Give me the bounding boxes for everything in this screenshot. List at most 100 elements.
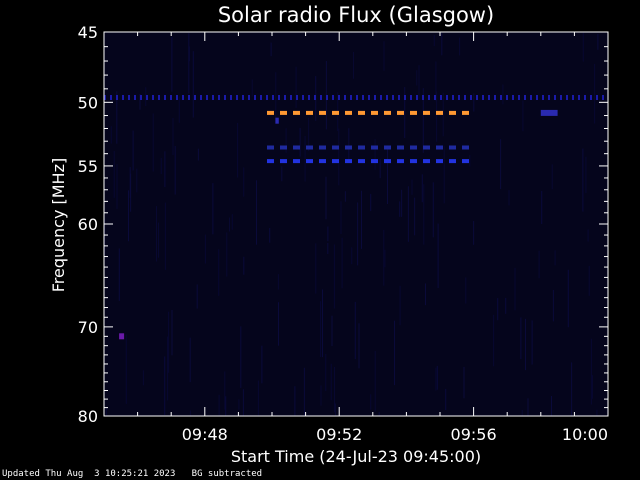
y-tick-label: 45 <box>78 23 98 42</box>
noise-streak <box>204 234 206 264</box>
noise-streak <box>441 33 443 56</box>
noise-streak <box>399 201 401 217</box>
feature-dash <box>293 145 300 150</box>
band-segment <box>380 95 382 100</box>
noise-streak <box>251 79 253 97</box>
noise-streak <box>379 158 381 179</box>
noise-streak <box>502 84 504 105</box>
noise-streak <box>588 265 590 296</box>
band-segment <box>332 95 334 100</box>
feature-dash <box>319 145 326 150</box>
band-segment <box>494 95 496 100</box>
noise-streak <box>445 388 447 410</box>
feature-dash <box>358 110 365 115</box>
tick-marks <box>104 31 609 417</box>
feature-dash <box>384 110 391 115</box>
noise-streak <box>105 407 107 416</box>
band-segment <box>374 95 376 100</box>
noise-streak <box>357 202 359 266</box>
band-segment <box>164 95 166 100</box>
feature-dash <box>397 145 404 150</box>
band-segment <box>512 95 514 100</box>
noise-streak <box>256 180 257 245</box>
feature-dash <box>332 159 339 164</box>
band-segment <box>104 95 106 100</box>
feature-dash <box>358 145 365 150</box>
noise-streak <box>167 336 169 401</box>
band-segment <box>386 95 388 100</box>
band-segment <box>224 95 226 100</box>
feature-dash <box>267 159 274 164</box>
band-segment <box>284 95 286 100</box>
band-segment <box>566 95 568 100</box>
band-segment <box>524 95 526 100</box>
noise-streak <box>164 202 166 270</box>
noise-streak <box>587 229 589 242</box>
noise-streak <box>520 317 522 359</box>
feature-dash <box>423 145 430 150</box>
noise-streak <box>551 396 552 416</box>
noise-streak <box>303 367 305 416</box>
noise-streak <box>238 399 240 410</box>
noise-streak <box>156 206 157 262</box>
band-segment <box>140 95 142 100</box>
noise-streak <box>435 61 437 102</box>
band-segment <box>146 95 148 100</box>
noise-streak <box>421 174 423 203</box>
band-segment <box>410 95 412 100</box>
noise-streak <box>354 301 356 360</box>
noise-streak <box>237 122 239 178</box>
noise-streak <box>224 371 226 410</box>
feature-dash <box>280 110 287 115</box>
noise-streak <box>442 92 444 137</box>
noise-streak <box>505 297 507 314</box>
noise-streak <box>197 148 199 161</box>
noise-streak <box>269 228 271 243</box>
band-segment <box>596 95 598 100</box>
noise-streak <box>294 386 296 416</box>
x-axis-label: Start Time (24-Jul-23 09:45:00) <box>231 447 481 466</box>
noise-streak <box>596 409 598 416</box>
y-tick-label: 60 <box>78 215 98 234</box>
noise-streak <box>497 298 499 321</box>
band-segment <box>170 95 172 100</box>
feature-dash <box>267 145 274 150</box>
noise-streak <box>229 217 230 232</box>
noise-streak <box>164 356 166 415</box>
plot-noise-layer <box>104 32 608 416</box>
noise-streak <box>142 370 144 386</box>
y-tick-label: 50 <box>78 93 98 112</box>
noise-streak <box>145 87 147 106</box>
noise-streak <box>132 130 134 171</box>
noise-streak <box>285 128 287 153</box>
noise-streak <box>338 128 340 186</box>
y-tick-label: 80 <box>78 407 98 426</box>
feature-dash <box>319 110 326 115</box>
noise-streak <box>327 243 329 254</box>
noise-streak <box>240 326 242 388</box>
band-segment <box>212 95 214 100</box>
feature-blob <box>119 333 125 340</box>
feature-dash <box>306 145 313 150</box>
noise-streak <box>521 410 523 416</box>
noise-streak <box>567 269 569 328</box>
noise-streak <box>401 189 403 217</box>
band-segment <box>404 95 406 100</box>
feature-blob <box>540 109 558 116</box>
band-segment <box>536 95 538 100</box>
noise-streak <box>333 244 335 309</box>
noise-streak <box>399 285 401 326</box>
band-segment <box>602 95 604 100</box>
feature-dash <box>423 159 430 164</box>
noise-streak <box>500 139 502 189</box>
noise-streak <box>590 338 592 405</box>
noise-streak <box>370 394 372 410</box>
band-segment <box>398 95 400 100</box>
feature-dash <box>397 110 404 115</box>
noise-streak <box>261 345 263 384</box>
band-segment <box>518 95 520 100</box>
band-segment <box>110 95 112 100</box>
noise-streak <box>327 226 329 242</box>
noise-streak <box>384 249 386 268</box>
feature-dash <box>449 145 456 150</box>
